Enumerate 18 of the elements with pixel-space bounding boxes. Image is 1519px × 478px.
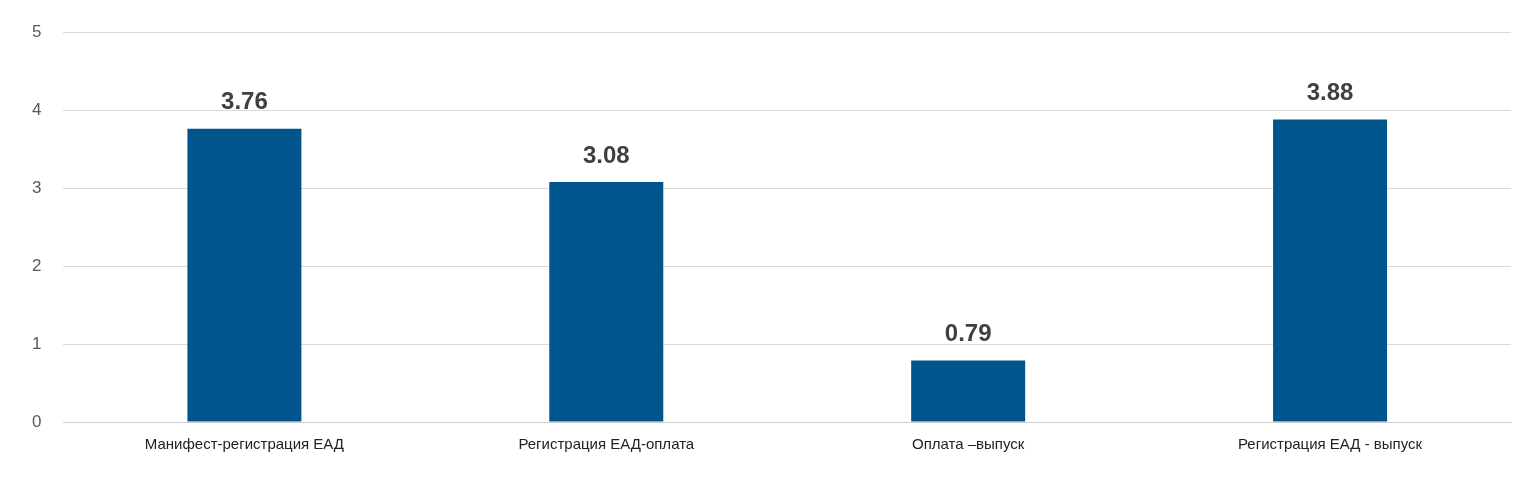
data-label: 0.79: [944, 319, 992, 347]
y-tick-label: 1: [31, 333, 42, 353]
data-label: 3.76: [221, 87, 268, 115]
y-tick-label: 5: [31, 21, 42, 41]
x-tick-label: Регистрация ЕАД - выпуск: [1237, 435, 1423, 453]
data-label: 3.88: [1306, 78, 1354, 106]
x-tick-label: Манифест-регистрация ЕАД: [144, 435, 345, 453]
bar: [911, 360, 1026, 422]
bar: [549, 181, 664, 422]
bar: [187, 128, 302, 422]
y-tick-label: 0: [31, 411, 42, 431]
y-tick-label: 3: [31, 177, 42, 197]
x-tick-label: Регистрация ЕАД-оплата: [518, 435, 695, 453]
y-tick-label: 2: [31, 255, 42, 275]
bar: [1273, 119, 1388, 422]
y-tick-label: 4: [31, 99, 42, 119]
data-label: 3.08: [582, 140, 630, 168]
x-tick-label: Оплата –выпуск: [911, 435, 1025, 453]
